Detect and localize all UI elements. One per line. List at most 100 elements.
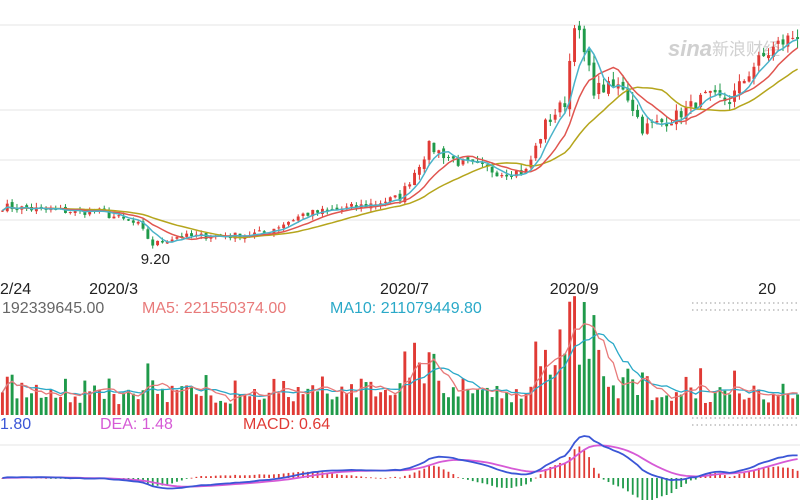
volume-bar (767, 402, 770, 415)
price-ma-lines (1, 38, 799, 243)
candle-body (466, 157, 470, 161)
volume-bar (413, 342, 416, 415)
macd-histogram-bar (753, 470, 755, 478)
macd-histogram-bar (728, 476, 731, 478)
candle-body (437, 150, 441, 154)
macd-histogram-bar (200, 475, 203, 478)
candle-body (781, 39, 785, 45)
candle-body (655, 120, 659, 123)
candle-body (529, 159, 533, 168)
macd-histogram-bar (680, 478, 683, 488)
macd-histogram-bar (345, 475, 348, 478)
macd-histogram-bar (219, 475, 222, 478)
volume-bar (645, 376, 649, 415)
volume-bar (93, 385, 96, 415)
volume-bar (422, 383, 426, 415)
candle-body (316, 210, 320, 213)
volume-bar (388, 395, 392, 415)
macd-histogram-bar (791, 468, 794, 478)
candle-body (413, 172, 416, 186)
macd-histogram-bar (520, 478, 523, 486)
candle-body (301, 213, 305, 216)
volume-bar (786, 393, 790, 415)
candle-body (544, 119, 547, 140)
macd-histogram-bar (355, 476, 358, 478)
candle-body (791, 37, 795, 39)
volume-bars (0, 296, 800, 415)
volume-bar (490, 397, 494, 415)
macd-histogram-bar (428, 465, 430, 478)
volume-ma-lines (1, 322, 798, 402)
volume-bar (437, 380, 441, 415)
candle-body (408, 184, 412, 187)
volume-bar (500, 398, 504, 415)
volume-bar (713, 391, 717, 415)
macd-histogram-bar (510, 478, 513, 488)
macd-histogram-bar (719, 473, 721, 478)
volume-bar (553, 365, 557, 415)
macd-histogram-bar (253, 474, 256, 478)
candle-body (689, 101, 693, 107)
candle-body (684, 107, 688, 119)
volume-bar (480, 390, 484, 415)
candle-body (311, 209, 315, 217)
volume-bar (88, 391, 92, 415)
macd-histogram-bar (321, 472, 324, 478)
macd-histogram-bar (374, 477, 377, 479)
volume-bar (306, 388, 310, 415)
volume-bar (248, 396, 252, 415)
volume-bar (674, 392, 678, 415)
volume-bar (73, 396, 77, 415)
macd-histogram-bar (559, 462, 561, 478)
candle-body (704, 91, 707, 94)
volume-bar (224, 402, 227, 415)
candle-body (417, 166, 421, 175)
macd-histogram-bar (563, 463, 566, 478)
candle-body (480, 162, 484, 164)
macd-histogram-bar (476, 478, 479, 483)
macd-histogram-bar (156, 478, 159, 486)
candle-body (282, 224, 286, 229)
macd-histogram-bar (306, 471, 309, 478)
macd-histogram-bar (588, 457, 590, 478)
volume-bar (485, 387, 489, 415)
volume-bar (330, 399, 334, 415)
macd-value-label: MACD: 0.64 (243, 416, 330, 433)
macd-histogram-bar (656, 478, 658, 499)
volume-bar (277, 393, 281, 415)
candle-body (175, 237, 179, 239)
macd-histogram-bar (665, 478, 668, 495)
volume-bar (301, 394, 305, 415)
volume-bar (374, 396, 378, 415)
candle-body (505, 174, 509, 177)
macd-histogram-bar (161, 478, 164, 486)
candle-body (122, 216, 126, 219)
volume-bar (204, 375, 208, 415)
volume-bar (0, 392, 4, 415)
volume-bar (737, 393, 741, 415)
volume-bar (704, 402, 707, 415)
candle-body (762, 52, 766, 57)
macd-histogram-bar (534, 477, 537, 479)
macd-histogram-bar (370, 477, 372, 479)
volume-bar (611, 385, 615, 415)
candle-body (156, 240, 160, 246)
low-price-annotation: 9.20 (141, 251, 170, 268)
volume-bar (398, 383, 402, 415)
volume-value-label: 192339645.00 (2, 300, 104, 317)
macd-histogram-bar (525, 478, 527, 485)
volume-bar (742, 399, 746, 415)
x-axis-label: 2020/9 (550, 281, 599, 298)
volume-bar (78, 402, 82, 415)
volume-bar (320, 376, 324, 415)
volume-bar (747, 397, 751, 415)
volume-bar (291, 401, 295, 415)
volume-bar (214, 402, 218, 415)
macd-histogram-bar (190, 477, 193, 479)
volume-bar (757, 389, 761, 415)
volume-bar (325, 393, 329, 415)
candle-body (170, 239, 174, 242)
macd-histogram-bar (302, 471, 304, 478)
volume-bar (117, 404, 121, 415)
